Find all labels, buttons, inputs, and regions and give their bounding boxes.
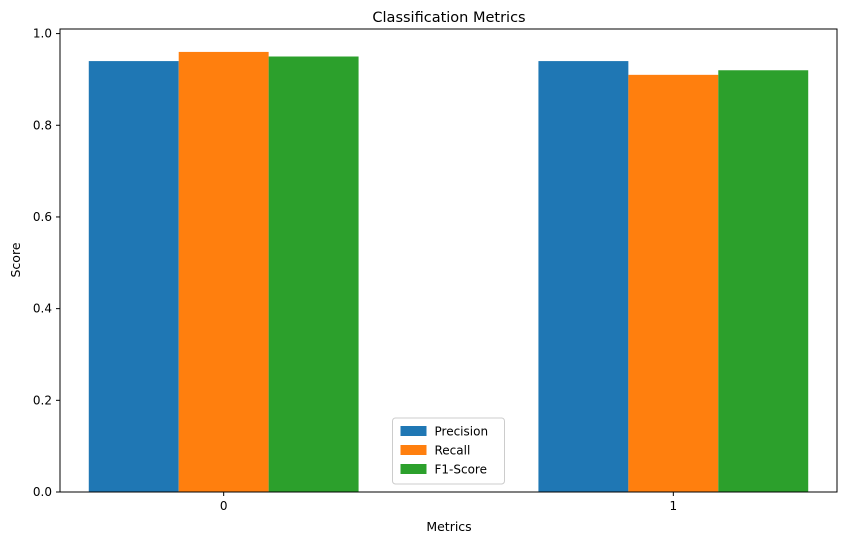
legend-swatch	[400, 445, 427, 455]
legend-swatch	[400, 426, 427, 436]
y-tick-label: 0.4	[33, 302, 52, 316]
y-tick-label: 0.8	[33, 118, 52, 132]
legend-swatch	[400, 464, 427, 474]
x-tick-label: 1	[670, 499, 678, 513]
chart-title: Classification Metrics	[372, 10, 525, 26]
y-axis: 0.0 0.2 0.4 0.6 0.8 1.0	[33, 27, 60, 499]
x-tick-label: 0	[220, 499, 228, 513]
y-tick-label: 0.0	[33, 485, 52, 499]
bar-recall-0	[178, 51, 269, 493]
y-tick-label: 0.6	[33, 210, 52, 224]
legend-label: Precision	[435, 425, 489, 439]
y-tick-label: 1.0	[33, 27, 52, 41]
y-axis-label: Score	[8, 242, 23, 277]
bars-group	[88, 51, 809, 493]
legend-label: F1-Score	[435, 463, 487, 477]
y-tick-label: 0.2	[33, 393, 52, 407]
bar-precision-0	[88, 61, 179, 492]
x-axis-label: Metrics	[426, 519, 471, 534]
plot-frame	[59, 28, 838, 493]
legend-label: Recall	[435, 444, 471, 458]
bar-recall-1	[628, 74, 719, 492]
bar-f1-score-0	[268, 56, 359, 493]
legend: Precision Recall F1-Score	[392, 417, 505, 485]
bar-f1-score-1	[718, 70, 809, 493]
bar-precision-1	[538, 61, 629, 492]
